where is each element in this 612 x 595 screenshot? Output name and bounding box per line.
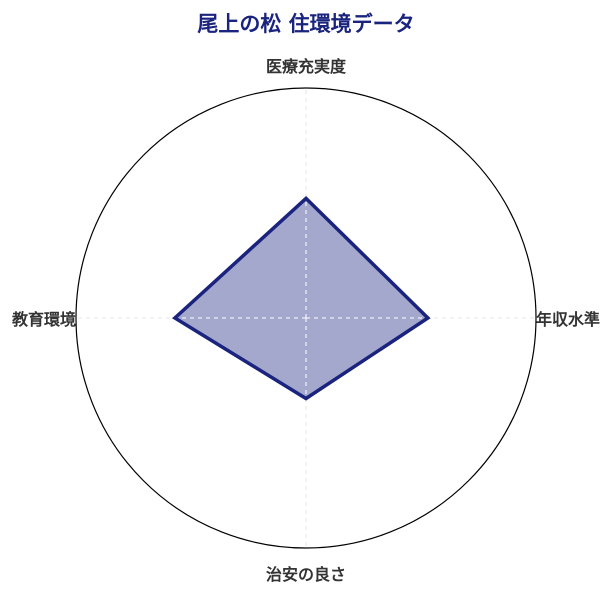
chart-title: 尾上の松 住環境データ <box>197 12 415 36</box>
axis-label: 医療充実度 <box>266 57 347 76</box>
data-area <box>174 198 428 399</box>
axis-label: 治安の良さ <box>266 565 346 584</box>
outer-circle <box>75 87 537 549</box>
axis-label: 教育環境 <box>12 310 76 329</box>
axis-label: 年収水準 <box>536 310 600 329</box>
